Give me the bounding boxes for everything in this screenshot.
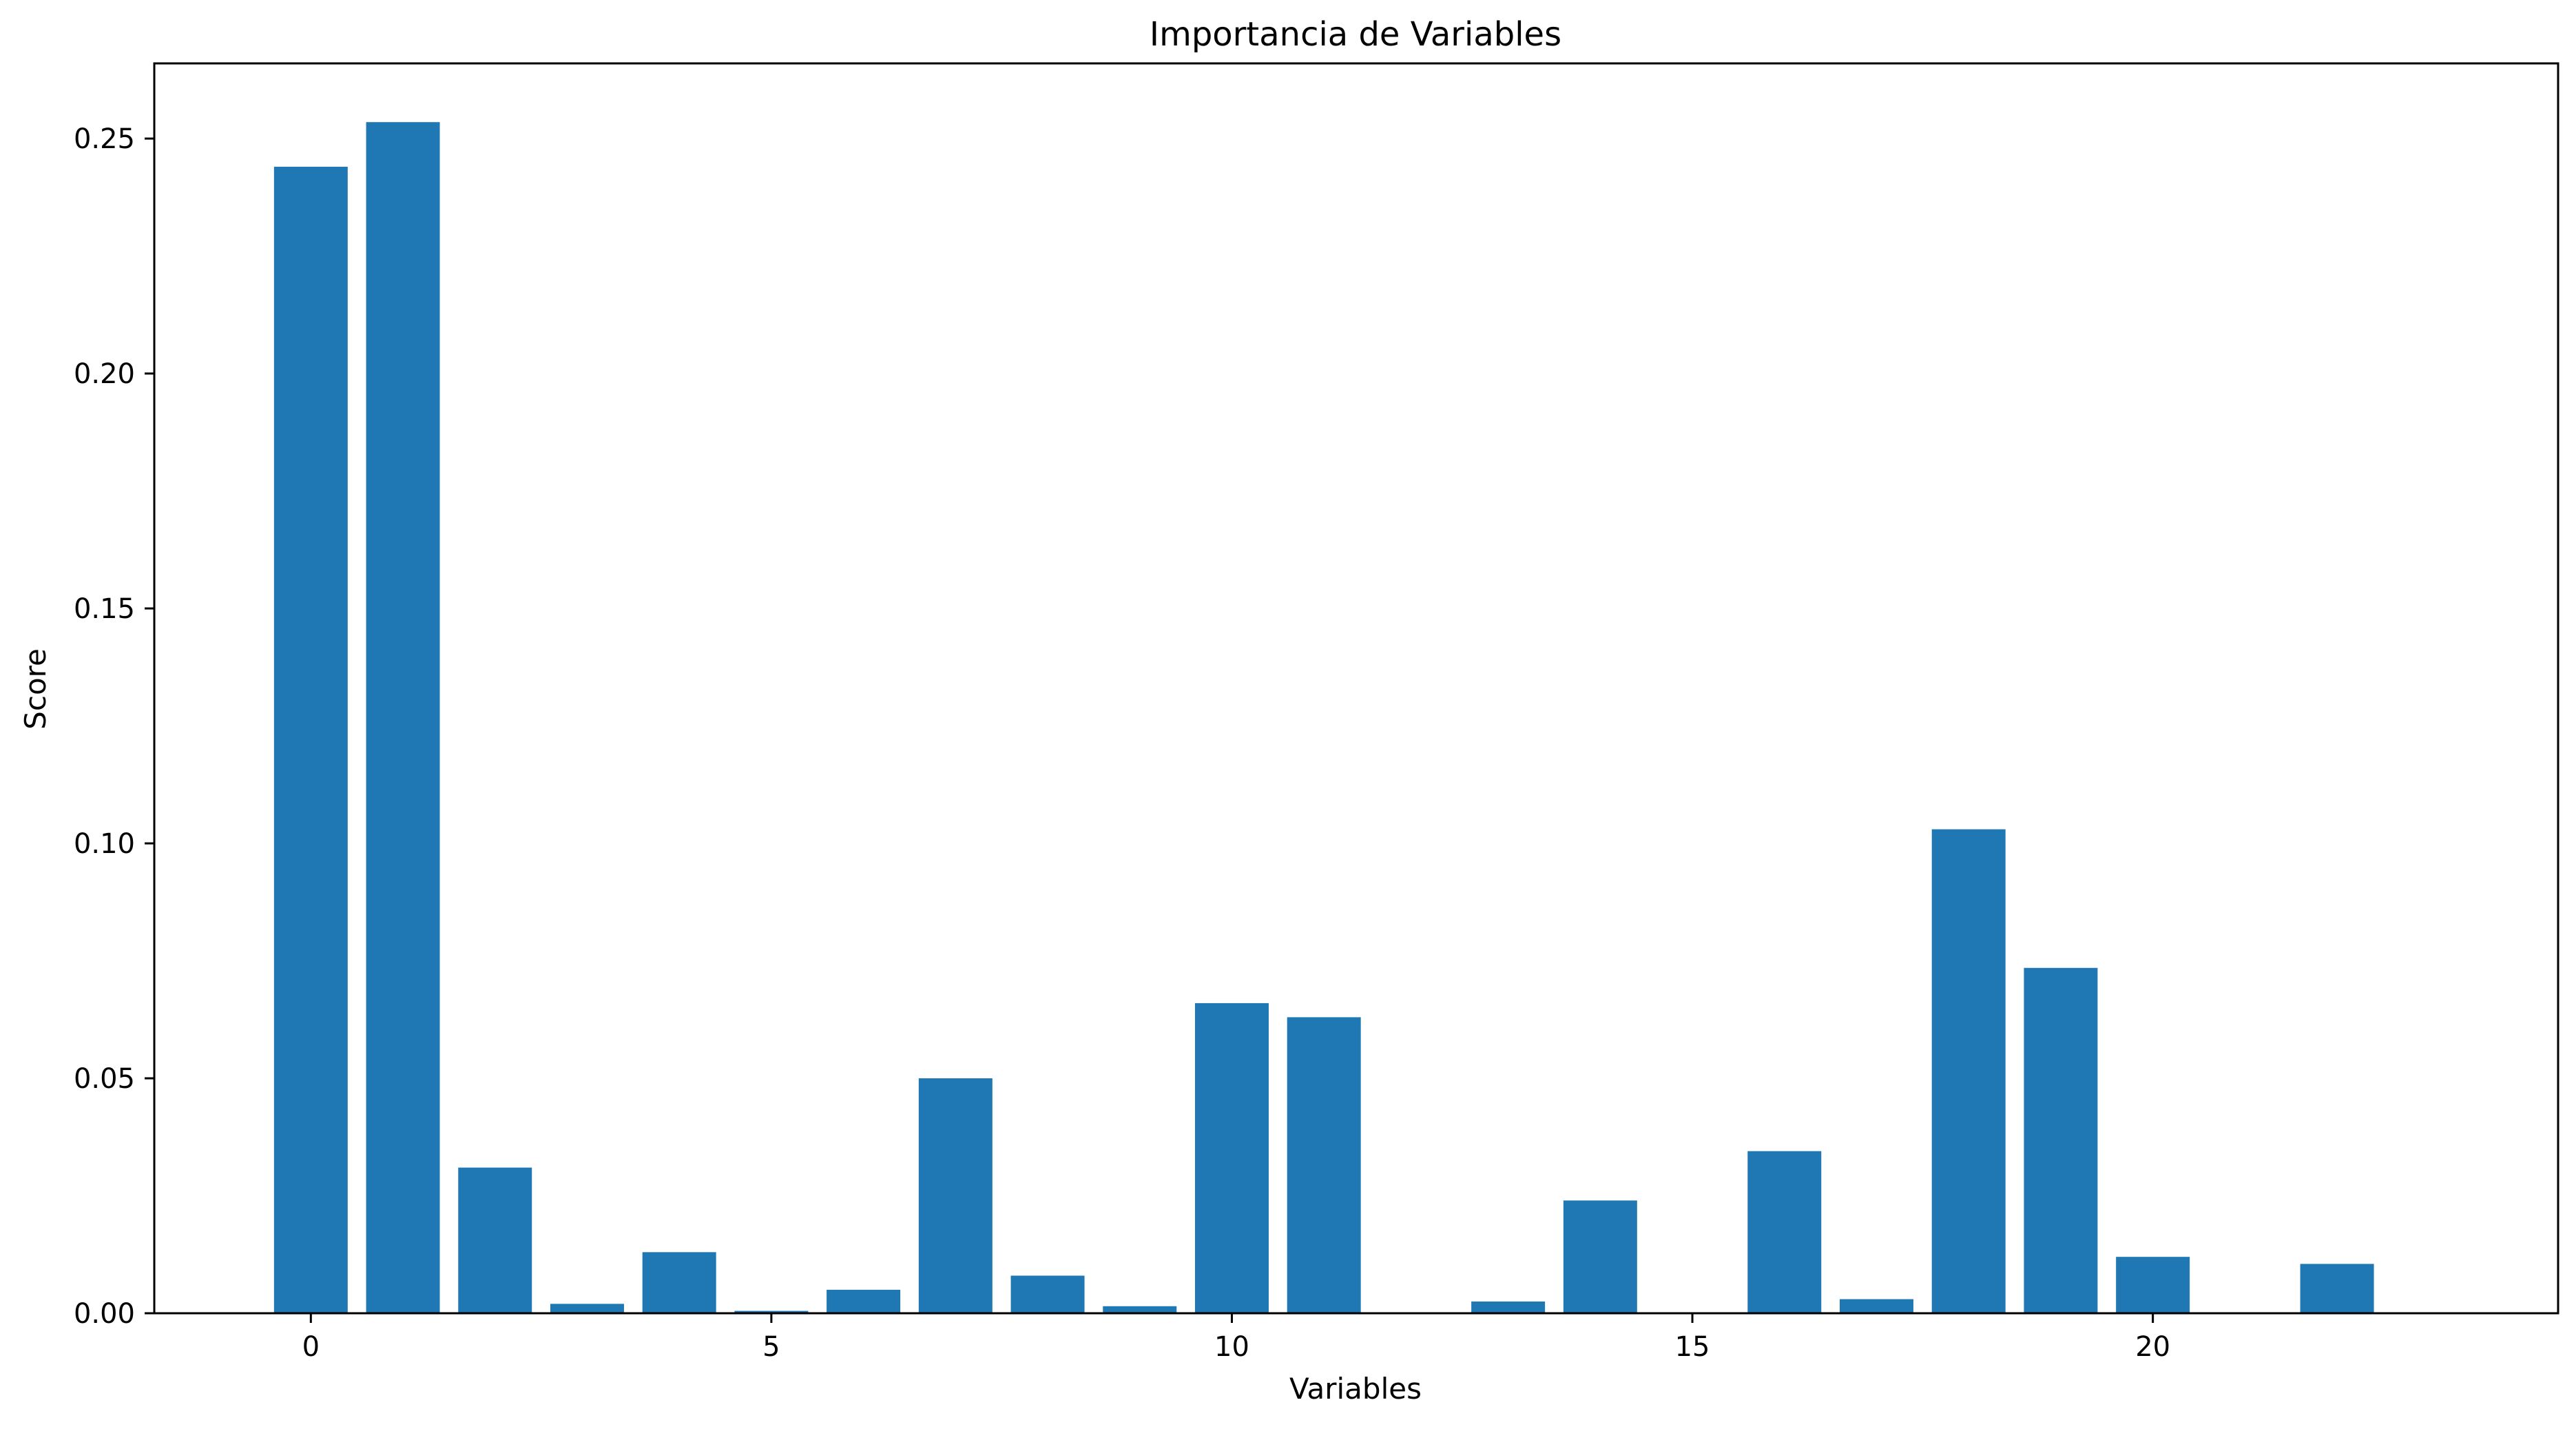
bar-16 — [1747, 1151, 1822, 1313]
x-tick-label: 5 — [762, 1331, 780, 1363]
bar-10 — [1194, 1003, 1269, 1313]
bar-8 — [1010, 1275, 1085, 1313]
bar-11 — [1287, 1017, 1361, 1313]
y-tick-label: 0.15 — [74, 593, 135, 625]
x-tick-label: 20 — [2135, 1331, 2170, 1363]
bar-14 — [1563, 1200, 1637, 1313]
bar-13 — [1471, 1301, 1546, 1313]
plot-frame — [153, 62, 2559, 1315]
x-axis: 0 5 10 15 20 — [302, 1313, 2170, 1363]
y-tick-label: 0.25 — [74, 123, 135, 155]
y-tick-label: 0.00 — [74, 1298, 135, 1330]
y-axis-title: Score — [19, 648, 52, 730]
y-axis: 0.00 0.05 0.10 0.15 0.20 0.25 — [74, 123, 154, 1330]
bar-18 — [1931, 829, 2006, 1313]
bar-20 — [2116, 1257, 2190, 1313]
y-tick-label: 0.05 — [74, 1063, 135, 1095]
bar-6 — [827, 1289, 901, 1313]
chart-title: Importancia de Variables — [1150, 15, 1561, 54]
bar-5 — [734, 1310, 809, 1313]
y-tick-label: 0.20 — [74, 358, 135, 390]
bar-9 — [1103, 1306, 1177, 1313]
y-tick-label: 0.10 — [74, 828, 135, 860]
bar-7 — [918, 1078, 993, 1313]
bar-2 — [458, 1167, 532, 1313]
x-tick-label: 15 — [1675, 1331, 1710, 1363]
bars-group — [273, 122, 2374, 1314]
bar-1 — [366, 122, 440, 1313]
x-tick-label: 10 — [1214, 1331, 1249, 1363]
x-axis-title: Variables — [1289, 1372, 1422, 1406]
bar-0 — [273, 167, 348, 1314]
bar-17 — [1840, 1299, 1913, 1313]
bar-4 — [642, 1252, 716, 1313]
bar-3 — [550, 1304, 624, 1313]
x-tick-label: 0 — [302, 1331, 320, 1363]
bar-22 — [2300, 1264, 2374, 1313]
bar-19 — [2024, 967, 2098, 1313]
